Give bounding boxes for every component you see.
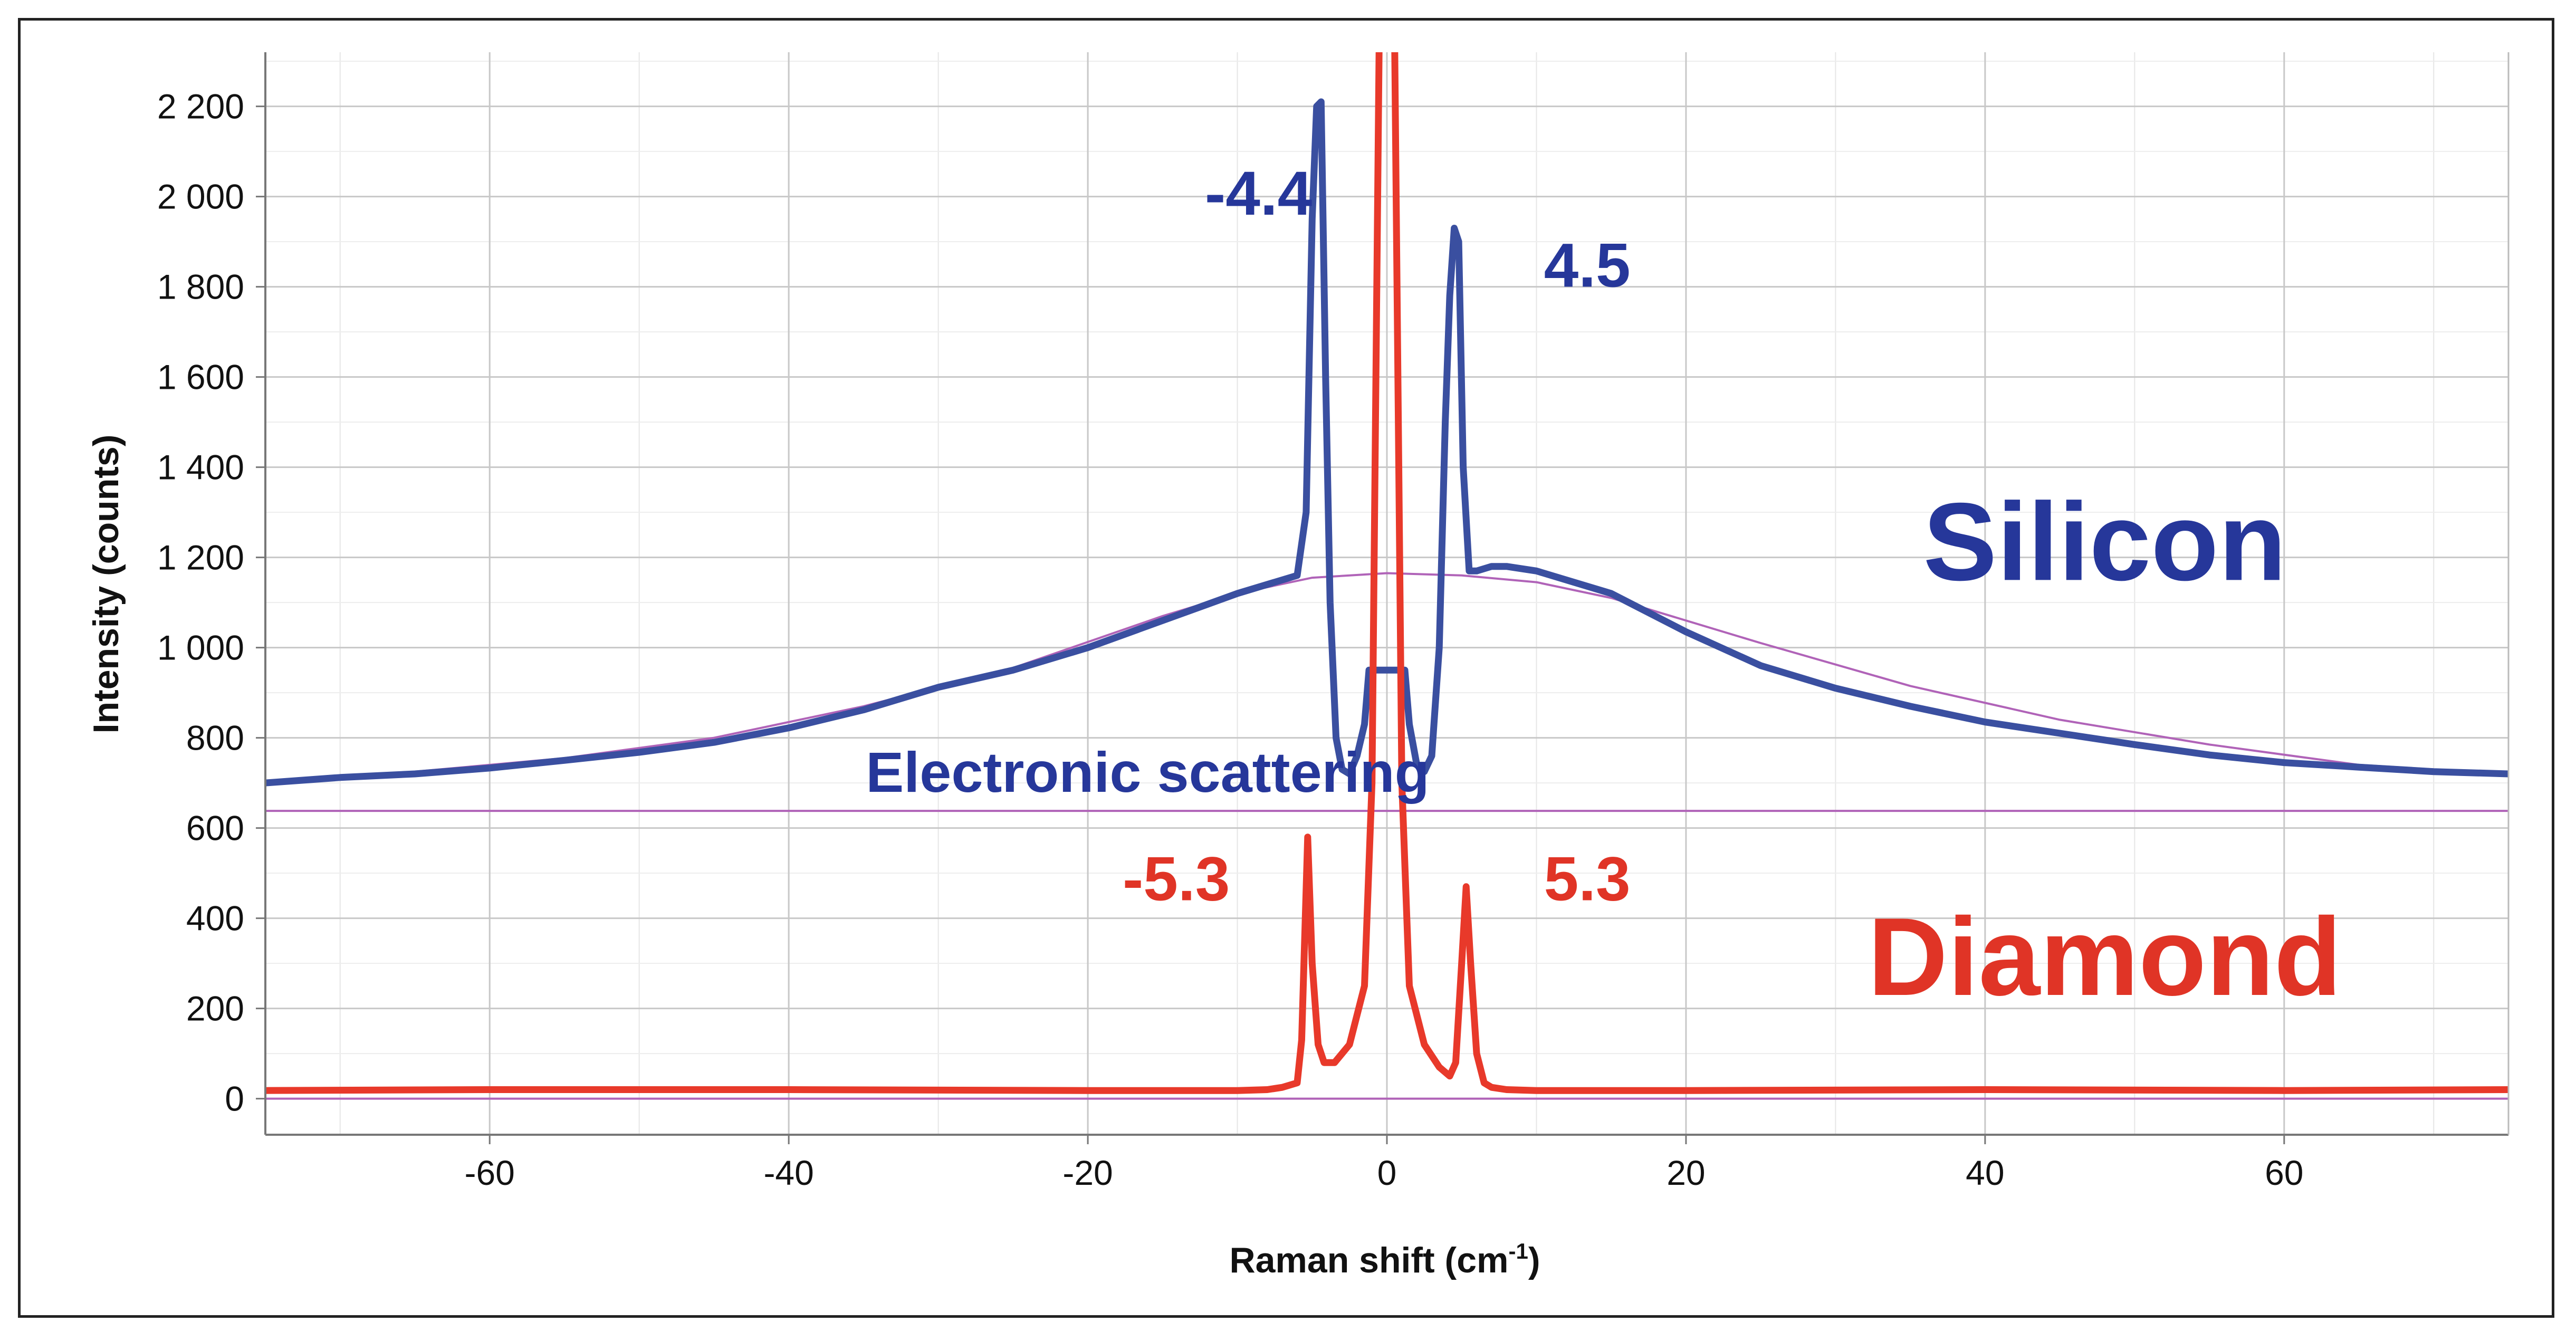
silicon-series-line — [265, 98, 2508, 787]
annotation-si_neg: -4.4 — [1205, 159, 1312, 228]
x-axis-title-end: ) — [1528, 1240, 1540, 1280]
y-axis-title: Intensity (counts) — [86, 435, 126, 734]
annotations: -4.4 4.5 -5.3 5.3 Electronic scattering Silic… — [866, 159, 2342, 1019]
annotation-di_neg: -5.3 — [1123, 844, 1230, 914]
y-tick-label: 2 200 — [157, 87, 244, 126]
fit-series-line — [265, 572, 2508, 786]
annotation-di_pos: 5.3 — [1544, 844, 1631, 914]
x-tick-label: 40 — [1966, 1153, 2004, 1192]
y-tick-label: 200 — [186, 989, 244, 1028]
annotation-electronic: Electronic scattering — [866, 740, 1429, 804]
y-tick-label: 1 600 — [157, 358, 244, 397]
annotation-diamond: Diamond — [1868, 895, 2341, 1019]
annotation-silicon: Silicon — [1923, 480, 2286, 604]
y-tick-label: 800 — [186, 719, 244, 758]
x-tick-label: -40 — [763, 1153, 813, 1192]
y-tick-label: 1 200 — [157, 538, 244, 577]
y-tick-label: 1 000 — [157, 628, 244, 667]
plot-lines — [265, 52, 2508, 1100]
y-tick-label: 400 — [186, 899, 244, 938]
annotation-si_pos: 4.5 — [1544, 231, 1631, 301]
axes — [256, 52, 2510, 1144]
x-tick-label: 0 — [1377, 1153, 1397, 1192]
x-axis-title: Raman shift (cm-1) — [1229, 1239, 1540, 1280]
x-tick-label: 20 — [1667, 1153, 1705, 1192]
y-tick-label: 600 — [186, 809, 244, 848]
x-tick-label: -60 — [465, 1153, 515, 1192]
diamond-series-line — [265, 52, 2508, 1094]
y-tick-label: 1 400 — [157, 448, 244, 487]
y-tick-label: 1 800 — [157, 267, 244, 306]
x-tick-label: 60 — [2265, 1153, 2303, 1192]
x-tick-label: -20 — [1062, 1153, 1113, 1192]
x-axis-title-main: Raman shift (cm — [1229, 1240, 1508, 1280]
figure-frame: -60 -40 -20 0 20 40 60 0 200 400 600 800 1 000 1 200 1… — [18, 18, 2554, 1318]
y-tick-label: 0 — [225, 1079, 244, 1118]
x-axis-title-superscript: -1 — [1508, 1239, 1528, 1263]
y-tick-label: 2 000 — [157, 177, 244, 216]
